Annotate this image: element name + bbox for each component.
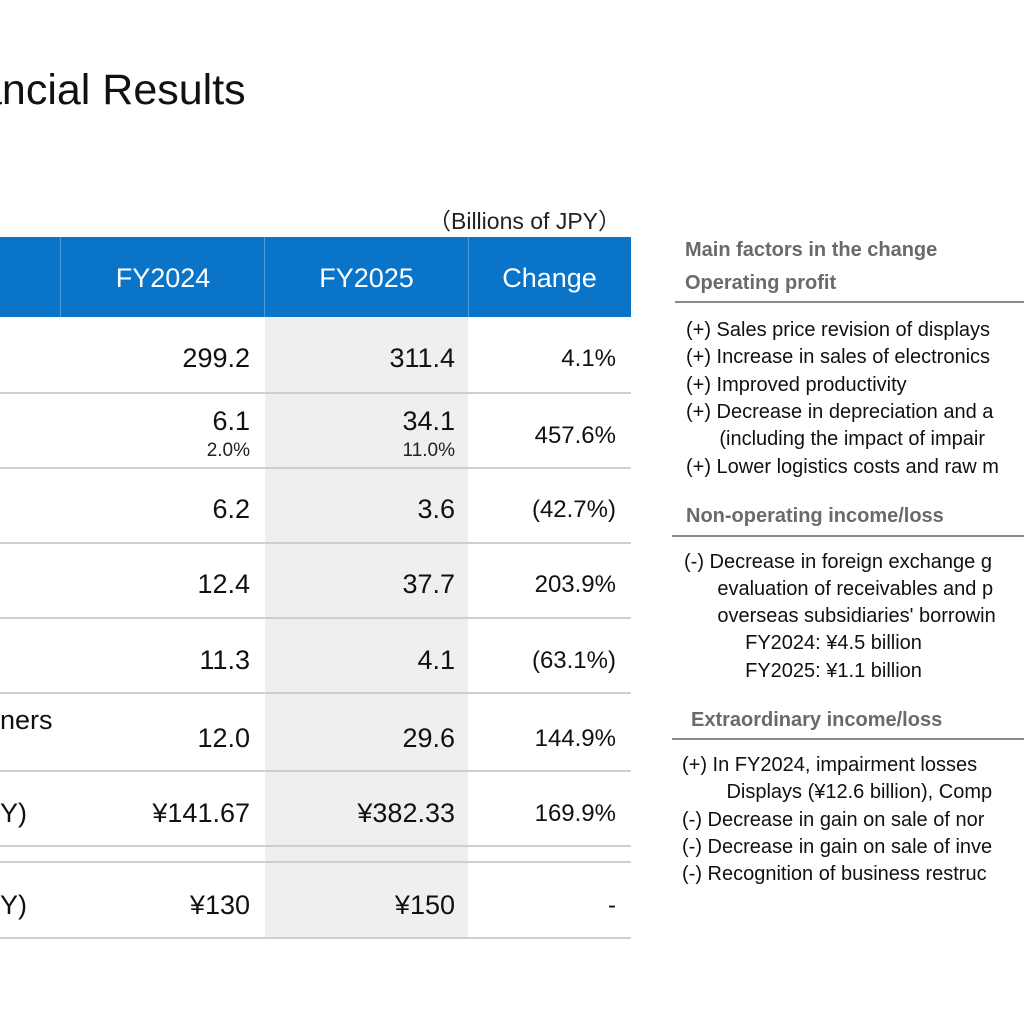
cell-change: 4.1% [561,345,616,372]
row-label: Y) [0,798,27,828]
factor-item: (-) Decrease in gain on sale of inve [682,836,993,858]
page-title: ancial Results [0,66,246,114]
factor-item: overseas subsidiaries' borrowin [684,605,996,627]
cell-fy2025: ¥382.33 [357,798,455,828]
row-divider [0,692,631,694]
section-divider [672,535,1024,537]
cell-fy2025: 37.7 [402,569,455,599]
cell-fy2024: 12.4 [197,569,250,599]
row-divider [0,467,631,469]
header-fy2024: FY2024 [115,263,211,293]
row-divider [0,861,631,863]
section-title-extraordinary: Extraordinary income/loss [691,709,943,731]
cell-fy2024: ¥130 [189,890,250,920]
cell-fy2025: ¥150 [394,890,455,920]
section-divider [675,301,1024,303]
cell-fy2024: 6.1 [212,406,250,436]
cell-fy2025: 4.1 [417,645,455,675]
factor-item: (+) Lower logistics costs and raw m [686,456,999,478]
cell-change: (63.1%) [531,647,616,674]
header-divider [60,237,61,317]
header-fy2025: FY2025 [319,263,414,293]
factor-item: FY2024: ¥4.5 billion [684,632,922,654]
row-label: ners [0,705,53,735]
cell-fy2025-margin: 11.0% [402,440,455,461]
table-row: ners 12.0 29.6 144.9% [0,694,631,770]
fy2025-column-shade [265,317,468,937]
table-row: 6.1 2.0% 34.1 11.0% 457.6% [0,394,631,467]
row-divider [0,937,631,939]
table-row: 299.2 311.4 4.1% [0,317,631,392]
table-row: 11.3 4.1 (63.1%) [0,619,631,692]
row-label: Y) [0,890,27,920]
table-row: 12.4 37.7 203.9% [0,544,631,617]
cell-fy2025: 311.4 [389,343,455,373]
section-title-non-operating: Non-operating income/loss [686,505,944,527]
table-header: FY2024 FY2025 Change [0,237,631,317]
cell-change: 203.9% [534,571,616,598]
cell-fy2024: ¥141.67 [152,798,250,828]
factor-item: (including the impact of impair [686,428,986,450]
cell-change: 144.9% [534,725,616,752]
cell-change: 169.9% [534,800,616,827]
table-row: Y) ¥130 ¥150 - [0,863,631,937]
cell-fy2024-margin: 2.0% [206,440,250,461]
row-divider [0,845,631,847]
factor-item: FY2025: ¥1.1 billion [684,660,922,682]
table-row: Y) ¥141.67 ¥382.33 169.9% [0,772,631,845]
cell-change: - [608,892,616,919]
factor-item: (+) Increase in sales of electronics [686,346,991,368]
row-divider [0,617,631,619]
cell-change: 457.6% [534,422,616,449]
factor-item: evaluation of receivables and p [684,578,994,600]
unit-label: （Billions of JPY） [428,208,622,234]
header-divider [468,237,469,317]
cell-fy2024: 299.2 [182,343,250,373]
cell-fy2024: 12.0 [197,723,250,753]
cell-fy2025: 29.6 [402,723,455,753]
header-change: Change [502,263,597,293]
factor-item: (+) Sales price revision of displays [686,319,991,341]
factors-heading: Main factors in the change [685,239,938,261]
cell-fy2025: 34.1 [402,406,455,436]
factor-item: (-) Decrease in foreign exchange g [684,551,992,573]
cell-fy2024: 6.2 [212,494,250,524]
factor-item: (+) In FY2024, impairment losses [682,754,978,776]
factor-item: (+) Decrease in depreciation and a [686,401,994,423]
factor-item: (-) Decrease in gain on sale of nor [682,809,985,831]
section-title-operating-profit: Operating profit [685,272,837,294]
cell-change: (42.7%) [531,496,616,523]
row-divider [0,770,631,772]
cell-fy2025: 3.6 [417,494,455,524]
table-row: 6.2 3.6 (42.7%) [0,469,631,542]
factor-item: (+) Improved productivity [686,374,907,396]
factor-item: (-) Recognition of business restruc [682,863,987,885]
section-divider [672,738,1024,740]
row-divider [0,542,631,544]
cell-fy2024: 11.3 [199,645,250,675]
factor-item: Displays (¥12.6 billion), Comp [682,781,993,803]
header-divider [264,237,265,317]
row-divider [0,392,631,394]
